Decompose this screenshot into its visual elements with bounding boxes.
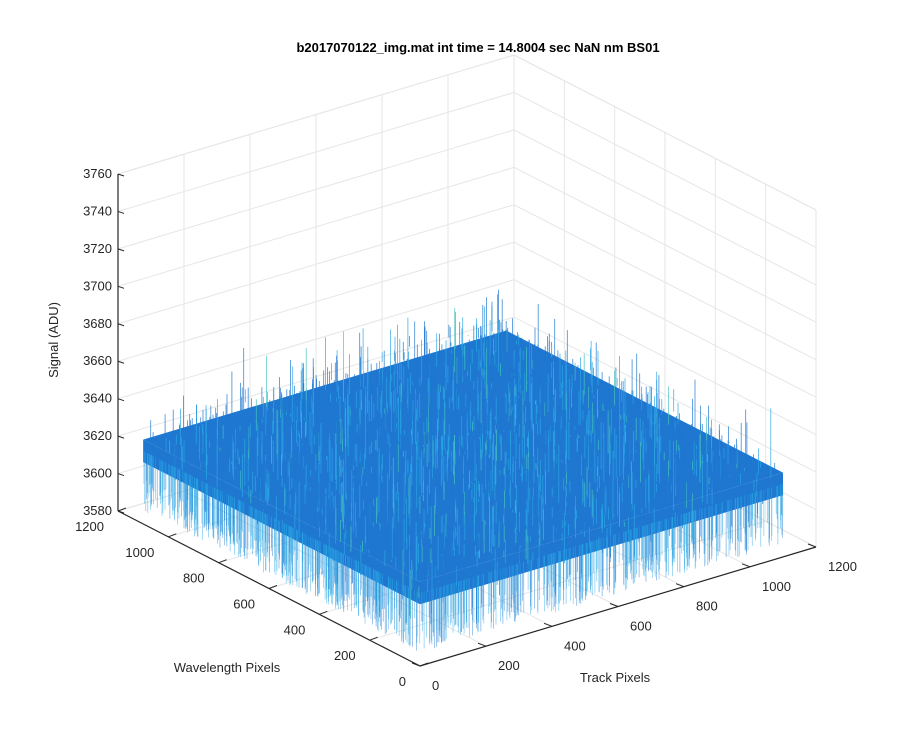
y-axis-label: Wavelength Pixels <box>174 660 281 675</box>
x-tick-mark <box>543 622 553 627</box>
y-tick-mark <box>117 507 127 512</box>
chart-title: b2017070122_img.mat int time = 14.8004 s… <box>296 40 659 55</box>
x-tick-mark <box>807 543 817 548</box>
grid-line <box>117 129 817 286</box>
z-tick-label: 3740 <box>83 203 112 218</box>
y-tick-mark <box>168 533 177 538</box>
z-tick-label: 3680 <box>83 316 112 331</box>
z-tick-mark <box>117 323 125 327</box>
z-tick-mark <box>117 173 125 177</box>
x-tick-mark <box>741 563 751 568</box>
z-tick-mark <box>117 210 125 214</box>
z-tick-label: 3640 <box>83 391 112 406</box>
y-tick-label: 400 <box>284 622 306 637</box>
y-tick-label: 200 <box>334 648 356 663</box>
x-tick-mark <box>477 642 487 647</box>
z-axis-label: Signal (ADU) <box>46 302 61 378</box>
y-tick-mark <box>268 585 278 589</box>
x-tick-label: 600 <box>630 619 652 634</box>
y-tick-mark <box>218 559 227 564</box>
x-axis-label: Track Pixels <box>580 670 651 685</box>
x-tick-label: 200 <box>498 658 520 673</box>
y-tick-mark <box>369 636 378 641</box>
x-tick-mark <box>675 583 685 588</box>
grid-line <box>117 204 817 361</box>
grid-line <box>117 91 817 248</box>
z-tick-mark <box>117 285 125 289</box>
x-tick-mark <box>609 603 619 607</box>
x-tick-label: 800 <box>696 599 718 614</box>
surface-front-left <box>143 439 420 605</box>
y-tick-label: 0 <box>399 674 406 689</box>
y-tick-label: 1000 <box>125 545 154 560</box>
grid-line <box>117 54 817 211</box>
x-tick-label: 400 <box>564 638 586 653</box>
z-tick-label: 3760 <box>83 166 112 181</box>
tick-labels: 3580 3600 3620 3640 3660 3680 3700 3720 3740 3760… <box>75 166 857 693</box>
grid-line <box>117 166 817 323</box>
z-tick-label: 3620 <box>83 428 112 443</box>
z-tick-label: 3720 <box>83 241 112 256</box>
y-tick-label: 1200 <box>75 519 104 534</box>
x-tick-mark <box>411 662 421 667</box>
x-tick-label: 1000 <box>762 579 791 594</box>
grid-line <box>117 279 817 436</box>
y-tick-label: 800 <box>183 571 205 586</box>
z-tick-mark <box>117 398 125 402</box>
y-tick-label: 600 <box>233 597 255 612</box>
z-tick-label: 3580 <box>83 503 112 518</box>
grid-line <box>117 316 817 473</box>
grid-line <box>117 241 817 398</box>
y-tick-mark <box>419 662 429 667</box>
y-tick-mark <box>319 610 328 615</box>
z-tick-label: 3600 <box>83 466 112 481</box>
z-tick-mark <box>117 435 125 439</box>
x-tick-label: 0 <box>432 678 439 693</box>
z-tick-mark <box>117 510 125 514</box>
surface-mesh <box>143 289 784 651</box>
z-tick-mark <box>117 473 125 477</box>
z-tick-mark <box>117 360 125 364</box>
x-tick-label: 1200 <box>828 559 857 574</box>
z-tick-mark <box>117 248 125 252</box>
z-tick-label: 3660 <box>83 353 112 368</box>
z-tick-label: 3700 <box>83 278 112 293</box>
axes <box>117 173 817 667</box>
